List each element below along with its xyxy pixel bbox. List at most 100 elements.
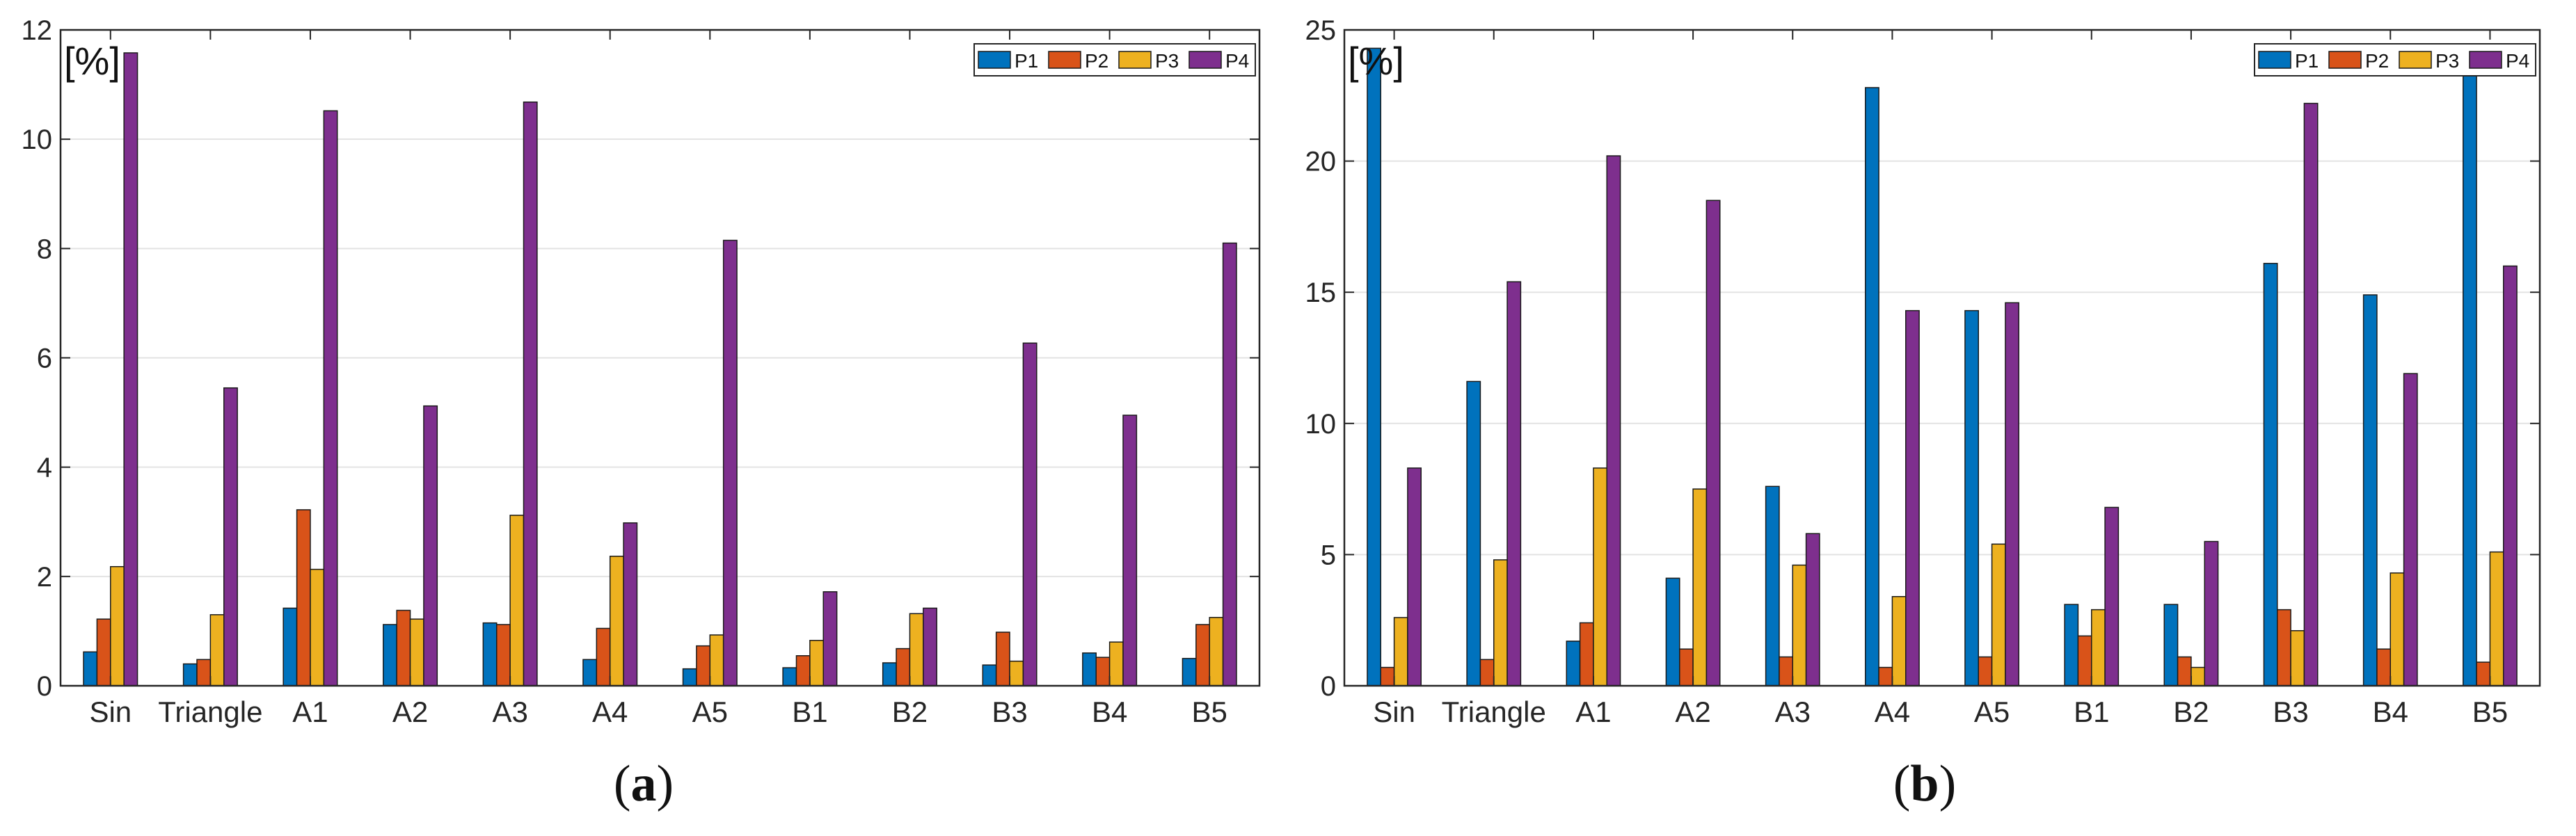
chart0-bar-P2-B2: [896, 648, 911, 686]
chart0-bar-P2-B3: [995, 632, 1010, 686]
chart1-bar-P3-B5: [2489, 551, 2504, 686]
chart0-legend: P1 P2 P3 P4: [973, 43, 1256, 77]
chart1-bar-P2-A2: [1679, 648, 1694, 686]
chart1-legend-label-P1: P1: [2295, 50, 2319, 72]
chart0-bar-P1-B3: [982, 664, 997, 686]
chart1-xtick-label: B2: [2173, 696, 2209, 728]
chart1-bar-P4-B2: [2204, 540, 2219, 686]
chart0-bar-P2-A3: [495, 624, 511, 686]
chart0-legend-label-P2: P2: [1085, 50, 1108, 72]
chart0-legend-swatch-P1: [978, 51, 1011, 69]
chart1-bar-P3-Triangle: [1493, 559, 1508, 686]
chart1-bar-P3-B1: [2091, 609, 2106, 686]
chart0-bar-P3-A4: [609, 556, 624, 686]
chart0-unit-label: [%]: [64, 39, 120, 83]
chart1-legend-swatch-P4: [2469, 51, 2502, 69]
bar-chart-a: 0 2 4 6 8 10 12 Sin Triangle A1 A2 A3 A4 A5 B1 B2 B3 B4 B5…: [22, 15, 1261, 728]
chart1-bar-P4-B3: [2303, 102, 2319, 686]
chart1-bar-P3-A5: [1991, 543, 2006, 686]
panel-label-b: b: [1910, 755, 1939, 812]
chart0-bar-P1-B2: [882, 662, 897, 686]
chart1-bar-P3-B2: [2191, 666, 2205, 686]
chart1-bar-P3-B4: [2390, 572, 2405, 686]
chart0-bar-P4-Sin: [123, 52, 138, 686]
chart1-bar-P1-B4: [2362, 294, 2378, 686]
chart0-bar-P1-B5: [1182, 657, 1197, 686]
chart0-ytick-label: 6: [37, 344, 52, 374]
chart1-bar-P1-B2: [2163, 604, 2179, 686]
chart1-xtick-label: A5: [1974, 696, 2010, 728]
chart0-bar-P4-B4: [1122, 415, 1138, 686]
chart0-ytick-label: 2: [37, 562, 52, 593]
chart1-bar-P1-A4: [1865, 87, 1879, 686]
chart1-legend-swatch-P1: [2258, 51, 2291, 69]
chart1-xtick-label: A4: [1875, 696, 1910, 728]
chart0-legend-swatch-P4: [1188, 51, 1222, 69]
chart0-bar-P3-B4: [1108, 641, 1124, 686]
chart0-xtick-label: Triangle: [158, 696, 262, 728]
chart0-bar-P2-B4: [1095, 657, 1111, 686]
chart0-bar-P3-A2: [409, 618, 424, 686]
chart0-legend-label-P4: P4: [1225, 50, 1249, 72]
chart0-bar-P4-B5: [1222, 242, 1237, 686]
chart1-bar-P4-B5: [2502, 265, 2518, 686]
chart0-bar-P4-Triangle: [223, 387, 238, 686]
chart0-bar-P1-A2: [383, 624, 397, 686]
chart1-legend-label-P4: P4: [2506, 50, 2529, 72]
chart1-bar-P4-Sin: [1407, 467, 1422, 686]
chart0-bar-P3-A5: [709, 634, 724, 686]
chart1-bar-P1-A5: [1964, 310, 1980, 686]
chart1-bar-P2-A1: [1579, 622, 1594, 686]
chart0-bar-P1-A4: [582, 659, 598, 686]
chart1-bar-P2-Triangle: [1479, 659, 1495, 686]
chart1-bar-P4-A3: [1805, 533, 1820, 686]
chart1-xtick-label: Sin: [1373, 696, 1415, 728]
chart0-bar-P2-A5: [696, 645, 711, 686]
chart1-bar-P3-B3: [2290, 630, 2305, 686]
chart0-bar-P1-A5: [682, 668, 697, 686]
chart1-bar-P1-B5: [2463, 74, 2477, 686]
chart0-bar-P3-Sin: [110, 565, 125, 686]
chart0-bar-P3-A1: [310, 568, 325, 686]
chart1-bar-P3-A4: [1891, 596, 1907, 686]
chart1-bar-P1-Triangle: [1466, 380, 1481, 686]
chart0-ytick-label: 4: [37, 453, 52, 483]
chart0-xtick-label: A5: [692, 696, 728, 728]
chart1-legend: P1 P2 P3 P4: [2254, 43, 2536, 77]
chart0-ytick-label: 8: [37, 234, 52, 264]
chart0-xtick-label: A4: [592, 696, 628, 728]
chart1-bar-P4-A2: [1706, 200, 1721, 686]
chart0-axes-box: [59, 29, 1261, 687]
chart1-plot-area: [1344, 30, 2540, 686]
chart0-bar-P3-B2: [909, 613, 924, 686]
chart0-xtick-label: B5: [1192, 696, 1227, 728]
chart0-legend-label-P1: P1: [1015, 50, 1038, 72]
chart0-ytick-label: 12: [22, 15, 53, 46]
chart0-bar-P2-Sin: [96, 618, 111, 686]
chart1-bar-P1-Sin: [1367, 47, 1382, 686]
chart0-bar-P4-B2: [923, 607, 937, 686]
panel-caption-b: (b): [1893, 755, 1957, 812]
chart0-ytick-label: 0: [37, 671, 52, 702]
chart1-bar-P3-Sin: [1393, 617, 1408, 686]
chart0-xtick-label: A3: [492, 696, 527, 728]
chart1-xtick-label: A3: [1775, 696, 1811, 728]
chart1-ytick-label: 20: [1305, 147, 1337, 177]
chart1-bar-P2-B5: [2476, 661, 2491, 686]
chart0-bar-P4-A4: [623, 522, 638, 686]
chart1-bar-P1-B1: [2064, 604, 2079, 686]
chart1-bar-P2-B1: [2077, 635, 2092, 686]
chart0-bar-P1-Sin: [83, 651, 98, 686]
chart1-xtick-label: Triangle: [1442, 696, 1546, 728]
chart1-xtick-label: B3: [2273, 696, 2308, 728]
chart0-legend-swatch-P2: [1048, 51, 1081, 69]
panel-caption-a: (a): [613, 755, 674, 812]
chart0-bar-P3-Triangle: [209, 614, 225, 686]
chart0-bar-P4-A1: [323, 110, 338, 686]
chart0-bar-P4-A5: [722, 239, 738, 686]
chart1-legend-swatch-P2: [2328, 51, 2362, 69]
chart1-xtick-label: A2: [1675, 696, 1710, 728]
chart1-bar-P1-A2: [1665, 577, 1680, 686]
bar-chart-b: 0 5 10 15 20 25 Sin Triangle A1 A2 A3 A4 A5 B1 B2 B3 B4 B…: [1305, 15, 2541, 728]
